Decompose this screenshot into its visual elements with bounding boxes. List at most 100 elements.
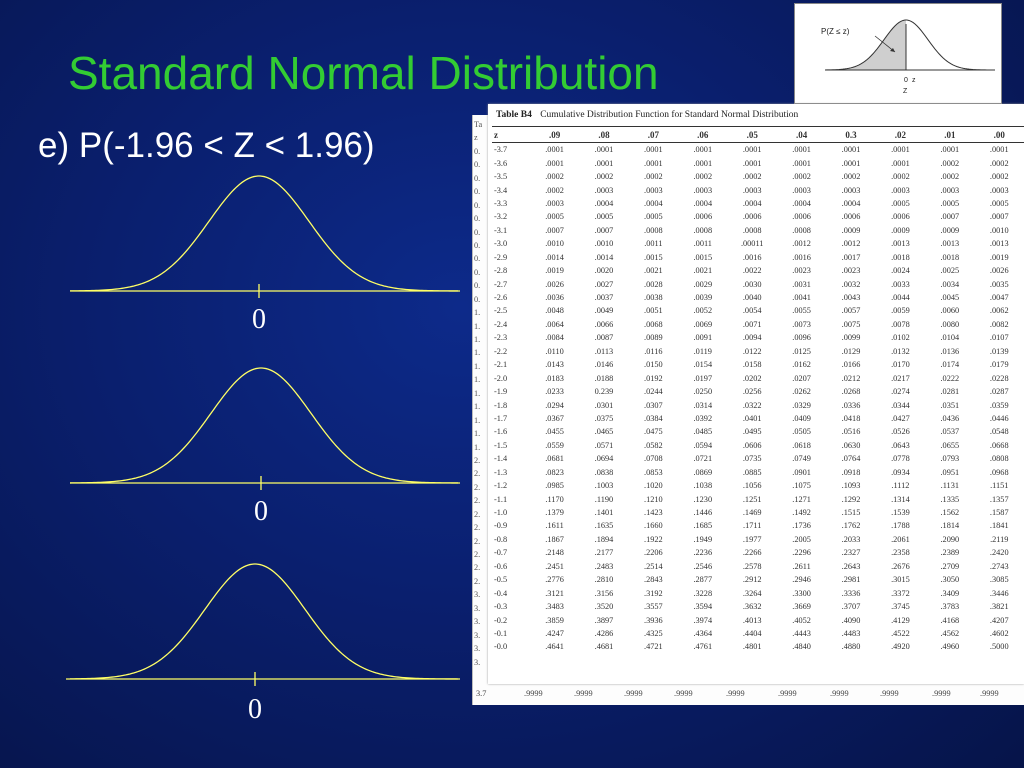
table-cell: .0256 [742,387,762,397]
table-cell: .0001 [644,158,663,168]
table-cell: .1539 [891,508,910,518]
table-cell: .0005 [644,212,663,222]
table-header-cell: .01 [925,126,975,143]
table-cell: .0287 [989,387,1009,397]
curve-3-bell [69,563,459,680]
table-cell: .0934 [891,467,910,477]
table-cell: .2877 [693,575,713,585]
left-strip-cell: 2. [474,509,481,519]
left-strip-cell: 1. [474,388,481,398]
table-cell: .0038 [644,293,663,303]
table-cell: .1867 [545,534,564,544]
table-cell: .1056 [742,481,762,491]
table-cell: .0418 [841,413,861,423]
left-strip-cell: 0. [474,214,481,224]
table-cell: .0392 [693,413,713,423]
table-cell: .1446 [693,508,713,518]
table-cell: .0764 [841,454,861,464]
table-cell: .0029 [693,279,713,289]
table-row: -1.2 .0985 .1003 .1020 .1038 .1056 .1075 .1093.… [492,479,1024,492]
table-cell: .2578 [742,561,762,571]
table-cell: .4761 [693,642,713,652]
table-cell: .0010 [545,239,564,249]
table-cell: .0985 [545,481,564,491]
table-cell: .0003 [891,185,910,195]
inset-bell-curve [824,19,996,71]
table-cell: .3409 [940,588,960,598]
table-cell: .0154 [693,360,713,370]
table-z-cell: -3.7 [494,145,508,155]
table-z-cell: -2.7 [494,279,508,289]
left-strip-cell: 1. [474,335,481,344]
table-cell: .0094 [742,333,762,343]
table-cell: .3783 [940,602,960,612]
inset-z-label: z [912,77,916,84]
table-cell: .0075 [841,319,861,329]
table-cell: .2061 [891,534,910,544]
table-cell: .0052 [693,306,713,316]
table-row: -1.8 .0294 .0301 .0307 .0314 .0322 .0329 .0336.… [492,398,1024,411]
table-z-cell: -1.8 [494,400,508,410]
table-cell: .0003 [792,185,811,195]
table-cell: .4364 [693,628,713,638]
table-row: -2.2 .0110 .0113 .0116 .0119 .0122 .0125 .0129.… [492,345,1024,358]
left-strip-cell: 0. [474,146,481,156]
table-cell: .0367 [545,413,564,423]
table-caption: Table B4 Cumulative Distribution Functio… [496,110,798,120]
table-cell: .0918 [841,467,861,477]
table-cell: .0618 [792,440,811,450]
table-cell: .0015 [693,252,713,262]
table-cell: .0003 [545,198,564,208]
table-cell: .0793 [940,454,960,464]
left-strip-cell: 0. [474,240,481,250]
table-cell: .0571 [594,440,614,450]
table-cell: .2236 [693,548,713,558]
table-row: -0.9 .1611 .1635 .1660 .1685 .1711 .1736 .1762.… [492,519,1024,532]
left-strip-cell: 1. [474,348,481,358]
left-strip-cell: 2. [474,550,481,559]
table-cell: .0009 [891,225,910,235]
left-strip-cell: 3. [474,657,481,667]
table-cell: .0073 [792,319,811,329]
table-cell: .0004 [644,198,663,208]
table-cell: .0694 [594,454,614,464]
table-cell: .0039 [693,293,713,303]
table-cell: .4681 [594,642,614,652]
table-cell: .0708 [644,454,663,464]
table-cell: .3372 [891,588,910,598]
table-cell: .0002 [742,172,762,182]
table-cell: .2981 [841,575,861,585]
table-cell: .3446 [989,588,1009,598]
table-cell: .2451 [545,561,564,571]
table-cell: .0202 [742,373,762,383]
table-cell: .0060 [940,306,960,316]
table-cell: .2643 [841,561,861,571]
table-z-cell: -1.9 [494,387,508,397]
table-row: -2.7 .0026 .0027 .0028 .0029 .0030 .0031 .0032.… [492,277,1024,290]
table-cell: .1230 [693,494,713,504]
table-cell: .2776 [545,575,564,585]
table-cell: .0001 [693,158,713,168]
left-strip-cell: z [474,133,478,143]
table-cell: .0069 [693,319,713,329]
table-cell: .0170 [891,360,910,370]
table-cell: .0001 [989,145,1009,155]
table-cell: .0129 [841,346,861,356]
table-left-strip: Ta z 0. 0. 0. 0. 0. 0. 0. 0. 0. 0. 0. 0. 1. 1. 1. 1. 1. 1. 1… [474,118,488,669]
table-row: -2.8 .0019 .0020 .0021 .0021 .0022 .0023 .0023.… [492,264,1024,277]
table-cell: .0001 [693,145,713,155]
table-cell: .0002 [693,172,713,182]
table-cell: .1841 [989,521,1009,531]
table-cell: .0281 [940,387,960,397]
table-cell: .4247 [545,628,564,638]
table-cell: .0351 [940,400,960,410]
table-cell: .0885 [742,467,762,477]
table-cell: .4641 [545,642,564,652]
table-cell: .0838 [594,467,614,477]
table-header-row: z .09.08.07.06.05.04 0.3.02.01.00 [492,126,1024,143]
left-strip-cell: Ta [474,120,483,129]
table-cell: .3228 [693,588,713,598]
table-row: -3.5 .0002 .0002 .0002 .0002 .0002 .0002 .0002.… [492,170,1024,183]
table-cell: .0001 [545,145,564,155]
table-cell: .0041 [792,293,811,303]
